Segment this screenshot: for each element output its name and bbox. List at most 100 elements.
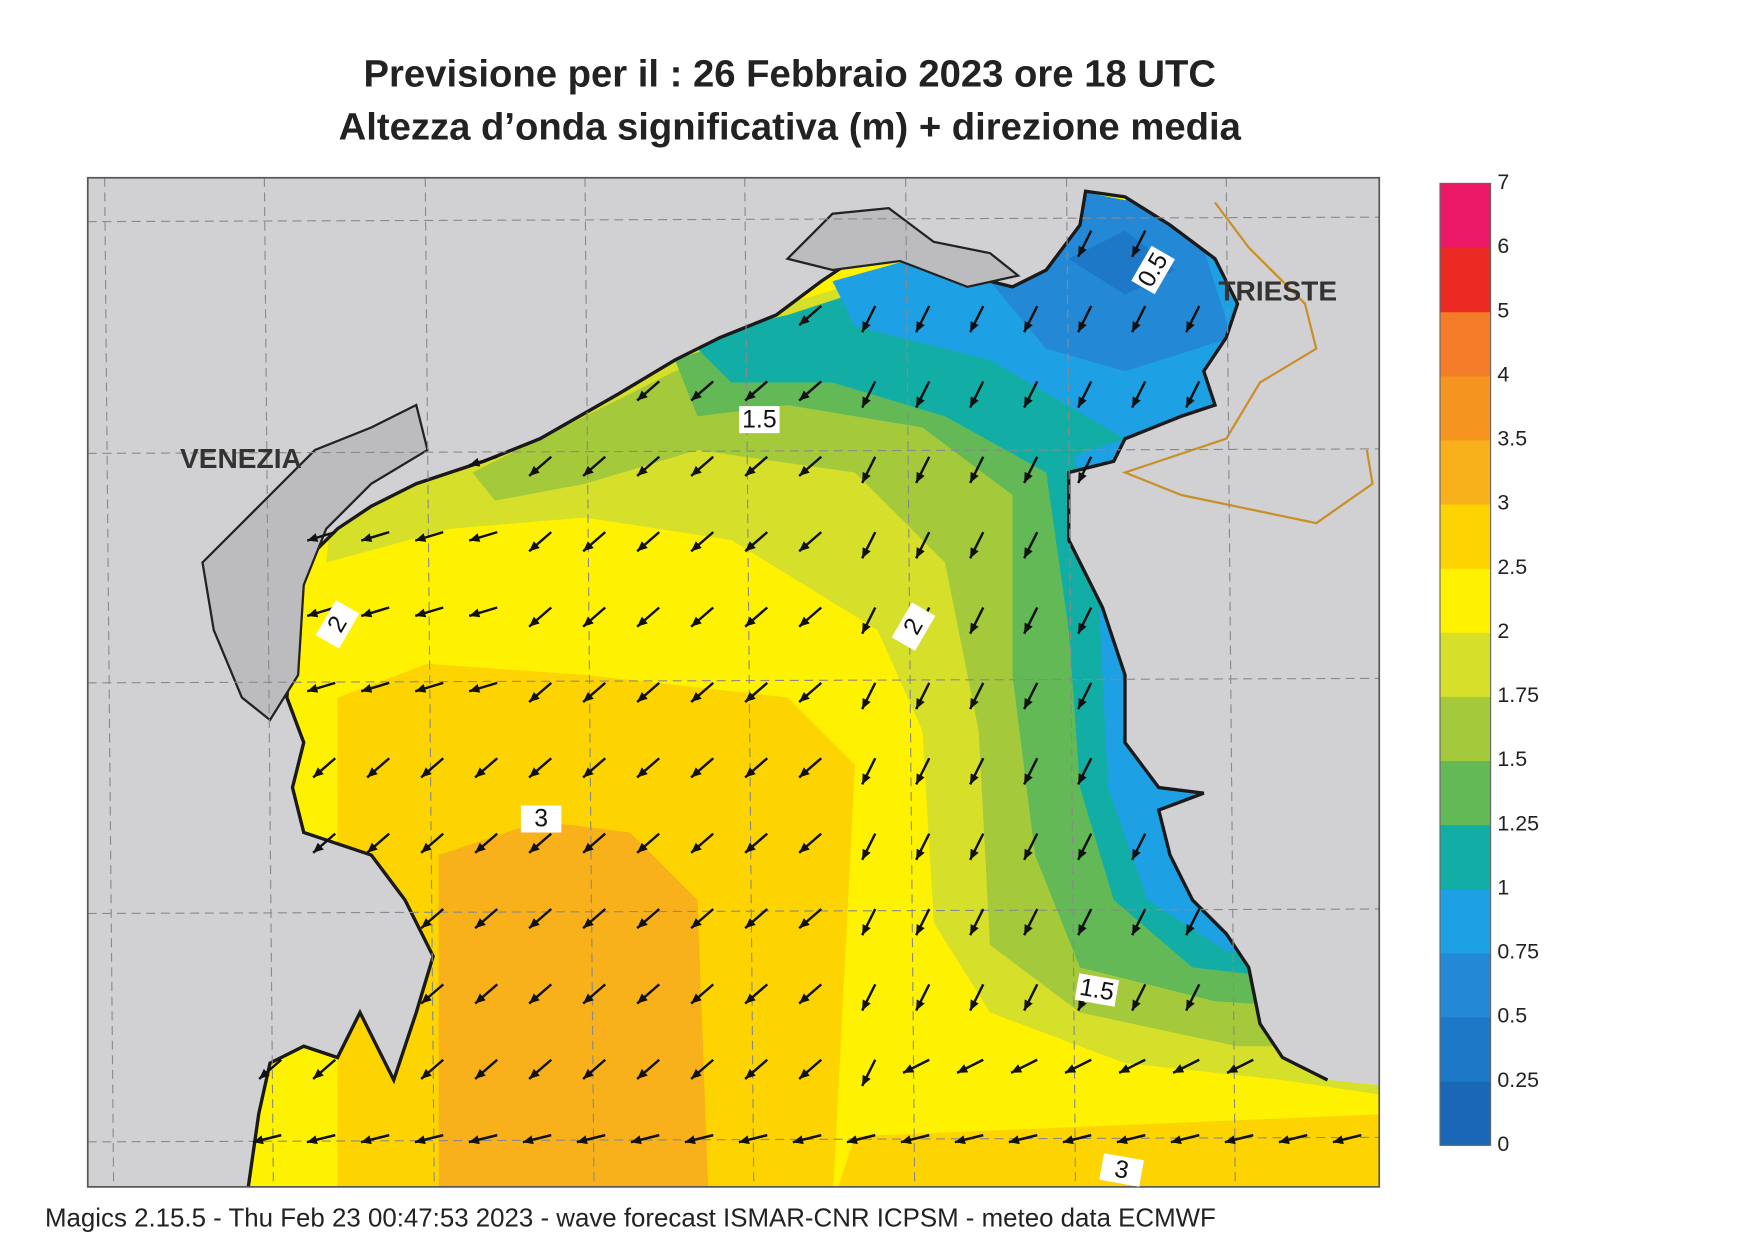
colorbar-tick-label: 0.25 <box>1497 1068 1539 1092</box>
arrow-head <box>637 692 648 703</box>
contour-label: 1.5 <box>1074 973 1120 1007</box>
colorbar-band <box>1440 375 1491 441</box>
colorbar-tick-label: 0.5 <box>1497 1004 1527 1028</box>
arrow-head <box>1024 848 1033 860</box>
arrow-head <box>529 692 540 703</box>
arrow-head <box>1186 396 1195 408</box>
arrow-head <box>862 773 871 785</box>
arrow-head <box>1024 924 1033 936</box>
arrow-head <box>637 390 648 401</box>
arrow-head <box>529 918 540 929</box>
colorbar-tick-label: 0 <box>1497 1132 1509 1156</box>
arrow-head <box>313 842 324 853</box>
arrow-head <box>738 1135 750 1145</box>
colorbar-tick-label: 3.5 <box>1497 427 1527 451</box>
arrow-head <box>1011 1064 1023 1073</box>
arrow-head <box>1024 471 1033 483</box>
arrow-head <box>691 993 702 1004</box>
arrow-head <box>529 767 540 778</box>
arrow-head <box>970 697 979 710</box>
arrow-head <box>1024 999 1033 1011</box>
arrow-head <box>529 842 540 853</box>
arrow-head <box>1132 999 1141 1011</box>
arrow-head <box>916 999 925 1011</box>
arrow-head <box>1024 396 1033 408</box>
arrow-head <box>469 684 481 693</box>
lagoon <box>201 403 429 722</box>
arrow-head <box>529 465 540 476</box>
arrow-head <box>684 1135 696 1145</box>
arrow-head <box>469 457 481 467</box>
colorbar-band <box>1440 696 1491 762</box>
arrow-head <box>1132 924 1141 936</box>
arrow-head <box>970 622 979 634</box>
arrow-head <box>1132 321 1141 333</box>
colorbar-band <box>1440 311 1491 377</box>
arrow-head <box>691 616 702 627</box>
arrow-head <box>637 616 648 627</box>
arrow-head <box>1024 321 1033 333</box>
arrow-head <box>1119 1064 1131 1073</box>
arrow-head <box>583 918 594 929</box>
lagoon <box>785 206 1021 289</box>
arrow-head <box>970 924 979 936</box>
arrow-head <box>916 773 925 785</box>
colorbar-tick-label: 5 <box>1497 298 1509 322</box>
colorbar-band <box>1440 952 1491 1018</box>
meridian <box>1065 177 1077 1187</box>
arrow-head <box>529 993 540 1004</box>
arrow-head <box>583 541 594 552</box>
contour-label-text: 3 <box>1112 1156 1130 1185</box>
arrow-head <box>1078 471 1087 483</box>
arrow-head <box>630 1135 642 1145</box>
arrow-head <box>691 767 702 778</box>
arrow-head <box>1078 999 1087 1011</box>
arrow-head <box>691 465 702 476</box>
contour-label-bg <box>1131 245 1175 295</box>
colorbar-tick-label: 1.75 <box>1497 683 1539 707</box>
arrow-head <box>367 767 378 778</box>
colorbar-tick-label: 4 <box>1497 362 1509 386</box>
colorbar-tick-label: 1 <box>1497 875 1509 899</box>
arrow-head <box>916 321 925 333</box>
arrow-head <box>970 848 979 860</box>
arrow-head <box>862 697 871 710</box>
arrow-head <box>415 684 427 693</box>
parallel <box>87 1136 1380 1143</box>
arrow-head <box>475 767 486 778</box>
contour-label-bg <box>1074 973 1120 1007</box>
colorbar-band <box>1440 568 1491 633</box>
arrow-head <box>1024 773 1033 785</box>
arrow-head <box>1024 697 1033 710</box>
arrow-head <box>1078 245 1087 257</box>
arrow-head <box>1078 848 1087 860</box>
arrow-head <box>970 999 979 1011</box>
arrow-head <box>1078 622 1087 634</box>
colorbar-tick-label: 1.25 <box>1497 811 1539 835</box>
colorbar-band <box>1440 504 1491 569</box>
colorbar-band <box>1440 632 1491 697</box>
arrow-head <box>529 541 540 552</box>
colorbar-tick-label: 2.5 <box>1497 555 1527 579</box>
arrow-head <box>1078 773 1087 785</box>
arrow-head <box>1186 999 1195 1011</box>
arrow-head <box>1116 1135 1128 1145</box>
arrow-head <box>792 1135 804 1145</box>
arrow-head <box>307 533 319 542</box>
place-label: TRIESTE <box>1218 275 1337 306</box>
arrow-head <box>421 1068 432 1079</box>
arrow-head <box>799 767 810 778</box>
colorbar-tick-label: 1.5 <box>1497 747 1527 771</box>
arrow-head <box>259 1068 270 1079</box>
meridian <box>1225 177 1236 1187</box>
arrow-head <box>1078 697 1087 710</box>
colorbar-band <box>1440 1017 1491 1082</box>
arrow-head <box>1227 1064 1239 1073</box>
arrow-head <box>1224 1135 1236 1145</box>
arrow-head <box>745 616 756 627</box>
arrow-head <box>691 390 702 401</box>
graticule <box>87 177 1380 1187</box>
colorbar-band <box>1440 439 1491 505</box>
contour-label-bg <box>739 406 780 434</box>
arrow-head <box>799 842 810 853</box>
